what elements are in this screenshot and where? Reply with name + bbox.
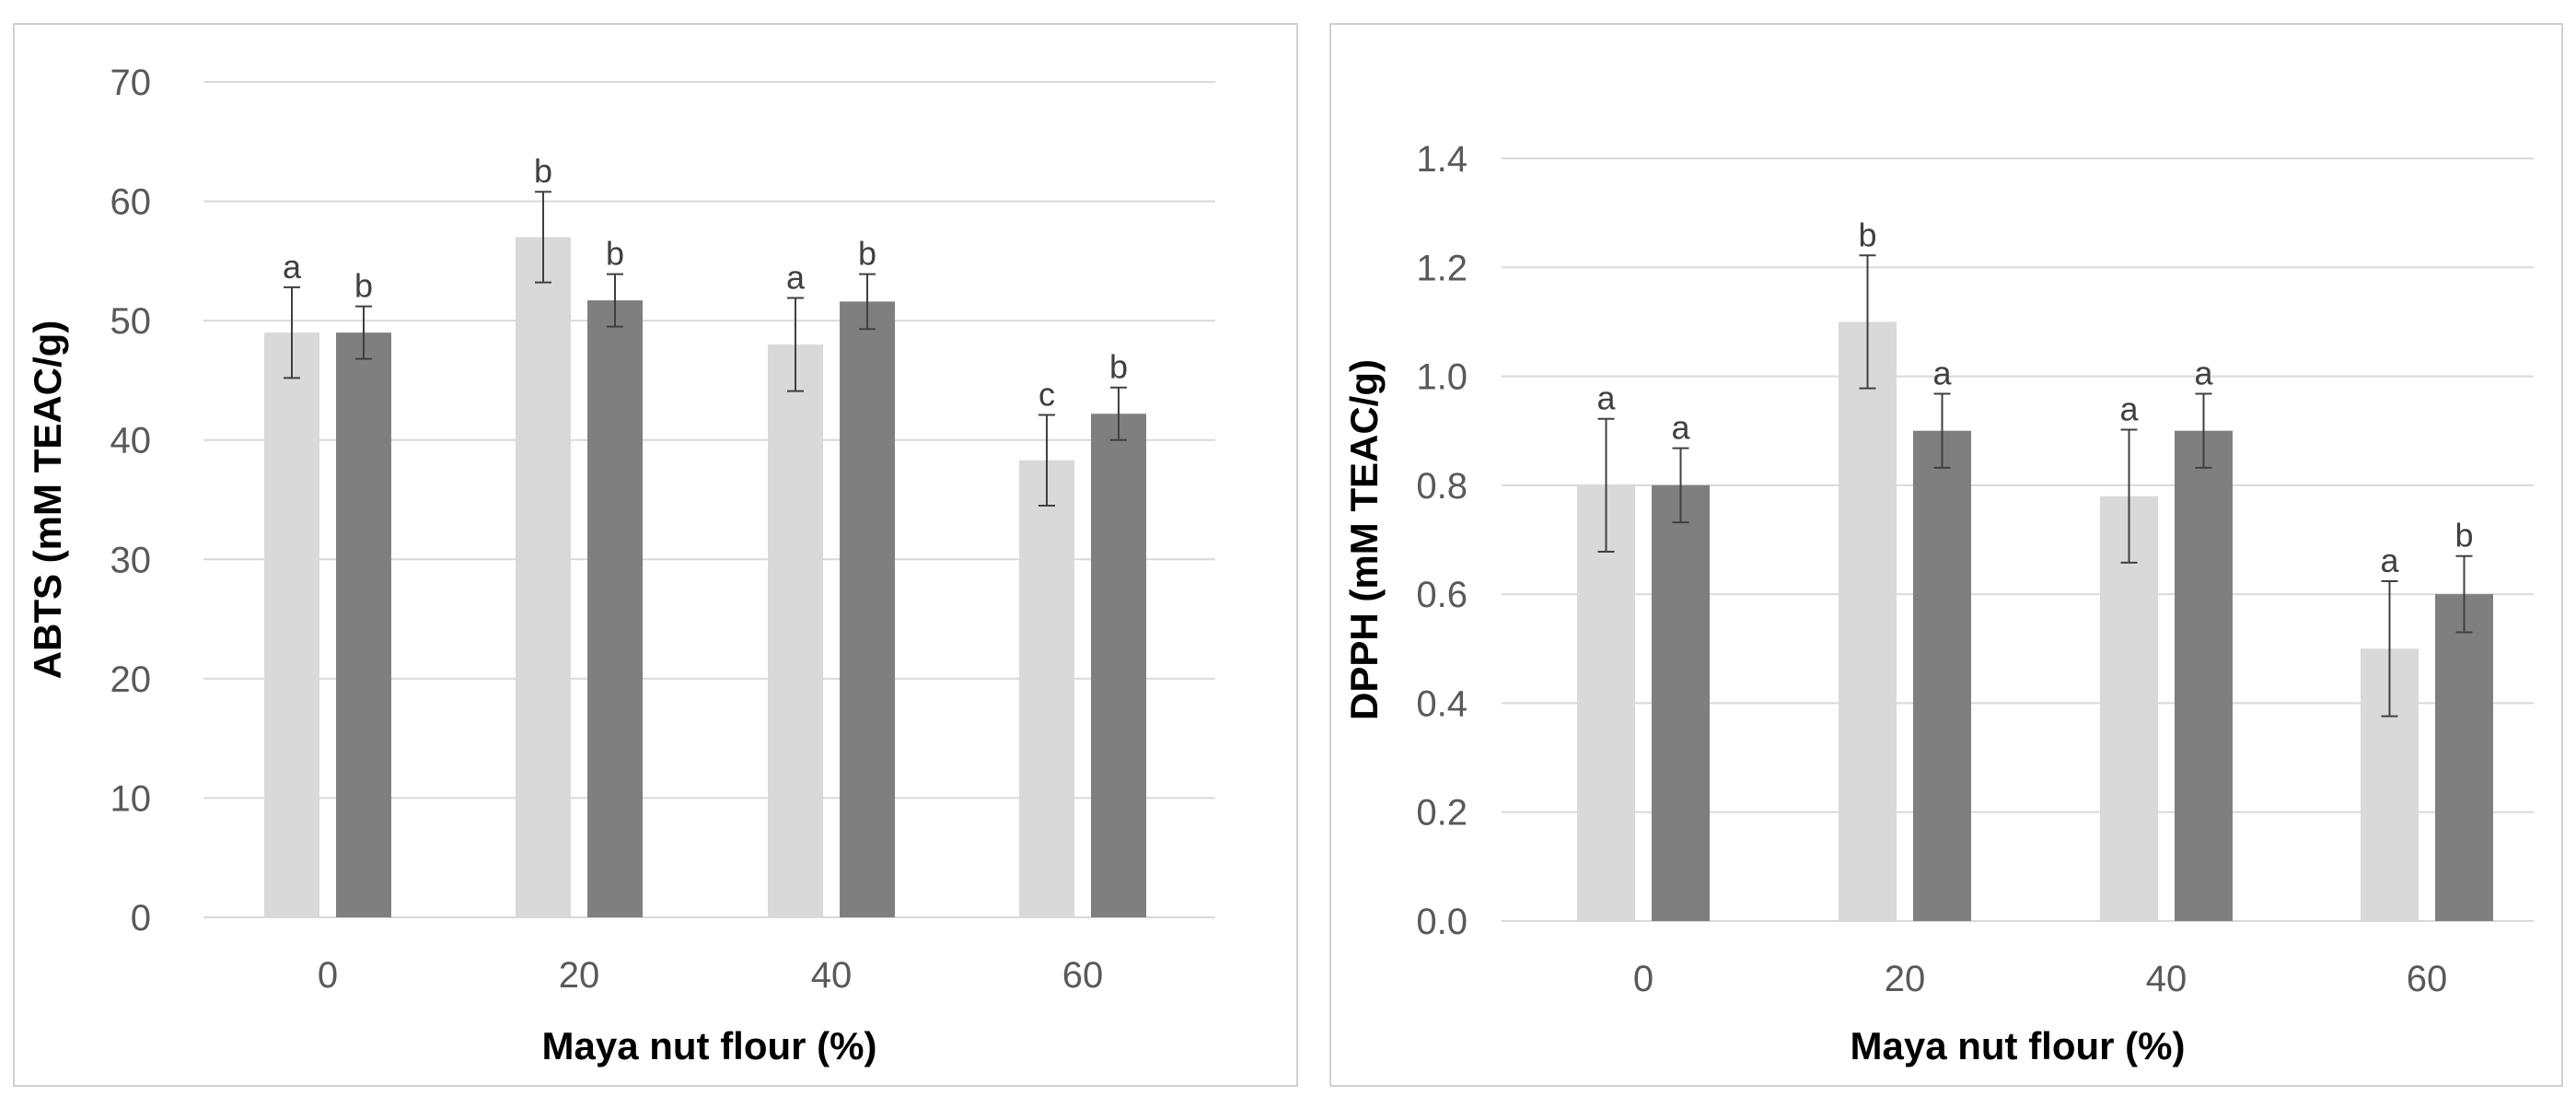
abts-y-tick-label: 20 <box>110 659 152 700</box>
abts-chart-panel: 0 10 20 30 40 50 60 70 a b 0 b b 20 a b 40 c b 60 Maya nut f… <box>13 23 1298 1087</box>
abts-bar-series2-20 <box>587 300 643 917</box>
dpph-chart: 0.0 0.2 0.4 0.6 0.8 1.0 1.2 1.4 a a 0 b a 20 a a 40 a b 60 M… <box>1342 139 2534 1067</box>
dpph-significance-label: a <box>1671 409 1690 447</box>
dpph-y-tick-label: 0.2 <box>1416 793 1468 834</box>
dpph-bar-series2-0 <box>1652 484 1710 921</box>
dpph-y-tick-label: 1.2 <box>1416 248 1468 288</box>
dpph-y-tick-label: 0.0 <box>1416 902 1468 942</box>
dpph-significance-label: a <box>1596 379 1616 417</box>
dpph-bar-series2-40 <box>2175 430 2233 921</box>
abts-significance-label: b <box>606 235 624 273</box>
abts-significance-label: b <box>1109 348 1128 386</box>
abts-y-axis-title: ABTS (mM TEAC/g) <box>26 321 69 680</box>
abts-bar-series1-60 <box>1019 460 1074 917</box>
abts-x-tick-label: 40 <box>811 955 853 996</box>
abts-x-tick-label: 20 <box>559 955 600 996</box>
dpph-significance-label: a <box>2380 542 2399 579</box>
abts-y-tick-label: 60 <box>110 182 152 223</box>
abts-significance-label: c <box>1039 376 1055 414</box>
dpph-x-tick-label: 40 <box>2146 959 2187 999</box>
dpph-significance-label: a <box>1932 354 1952 391</box>
dpph-x-tick-label: 60 <box>2407 959 2448 999</box>
dpph-y-tick-label: 0.4 <box>1416 683 1468 724</box>
abts-y-tick-label: 50 <box>110 301 152 342</box>
dpph-x-tick-label: 0 <box>1633 959 1654 999</box>
dpph-significance-label: a <box>2194 354 2213 391</box>
abts-significance-label: a <box>786 259 806 297</box>
dpph-significance-label: a <box>2119 391 2139 428</box>
dpph-y-tick-label: 1.0 <box>1416 357 1468 398</box>
abts-bar-series1-40 <box>768 344 823 917</box>
dpph-bar-series1-40 <box>2100 496 2158 921</box>
abts-chart: 0 10 20 30 40 50 60 70 a b 0 b b 20 a b 40 c b 60 Maya nut f… <box>26 63 1215 1067</box>
abts-y-tick-label: 40 <box>110 421 152 461</box>
dpph-x-axis-title: Maya nut flour (%) <box>1851 1024 2186 1067</box>
dpph-y-tick-label: 0.6 <box>1416 575 1468 615</box>
abts-x-axis-title: Maya nut flour (%) <box>542 1024 877 1067</box>
abts-y-tick-label: 0 <box>131 898 151 939</box>
abts-significance-label: b <box>534 152 552 190</box>
dpph-bar-series2-60 <box>2435 594 2493 921</box>
dpph-bar-series1-20 <box>1839 321 1897 921</box>
dpph-y-tick-label: 0.8 <box>1416 466 1468 507</box>
abts-significance-label: b <box>354 267 373 305</box>
abts-x-tick-label: 60 <box>1062 955 1104 996</box>
abts-significance-label: b <box>858 235 876 273</box>
abts-y-tick-label: 10 <box>110 778 152 819</box>
abts-bar-series1-0 <box>264 332 319 918</box>
abts-bar-series2-60 <box>1091 414 1146 917</box>
dpph-y-axis-title: DPPH (mM TEAC/g) <box>1342 359 1386 720</box>
dpph-x-tick-label: 20 <box>1885 959 1926 999</box>
abts-bar-series2-0 <box>336 332 391 918</box>
dpph-y-tick-label: 1.4 <box>1416 139 1468 180</box>
dpph-bar-series1-0 <box>1577 484 1635 921</box>
abts-significance-label: a <box>283 248 302 286</box>
dpph-significance-label: b <box>2454 517 2473 554</box>
abts-bar-series1-20 <box>516 237 571 917</box>
dpph-bar-series2-20 <box>1913 430 1971 921</box>
abts-y-tick-label: 30 <box>110 540 152 580</box>
abts-x-tick-label: 0 <box>318 955 338 996</box>
abts-y-tick-label: 70 <box>110 63 152 103</box>
dpph-chart-panel: 0.0 0.2 0.4 0.6 0.8 1.0 1.2 1.4 a a 0 b a 20 a a 40 a b 60 M… <box>1329 23 2563 1087</box>
dpph-significance-label: b <box>1858 216 1876 253</box>
abts-bar-series2-40 <box>840 301 895 917</box>
